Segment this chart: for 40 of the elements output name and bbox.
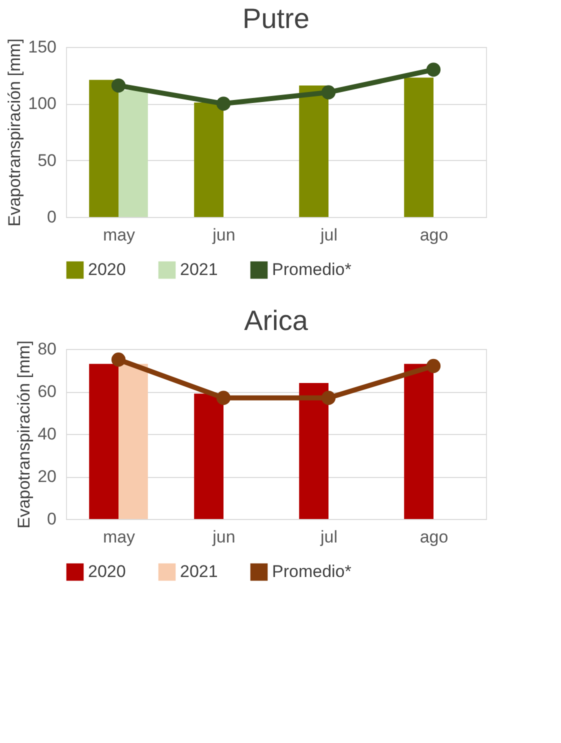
legend-label: 2021 [180,562,218,582]
y-tick-label: 20 [38,467,56,486]
legend-label: Promedio* [272,562,352,582]
point [426,358,441,374]
bar [299,86,328,217]
x-tick-label: jul [319,226,338,244]
point [426,62,441,77]
point [321,85,336,100]
x-tick-label: jul [319,528,338,546]
point [111,352,126,367]
bar [89,80,118,217]
y-axis-title: Evapotranspiración [mm] [14,340,34,529]
y-tick-label: 0 [47,208,56,226]
legend-label: 2020 [88,562,126,582]
y-tick-label: 150 [28,38,56,56]
chart-title: Arica [244,304,308,336]
point [321,390,336,405]
bar [404,78,434,217]
y-axis-title: Evapotranspiración [mm] [5,38,24,227]
x-tick-label: ago [420,528,448,546]
legend-label: 2021 [180,260,218,280]
x-tick-label: may [102,226,136,244]
bar [194,102,224,217]
y-tick-label: 100 [28,94,56,114]
y-tick-label: 0 [47,510,56,528]
x-tick-label: ago [420,226,448,244]
chart-title: Putre [242,2,310,34]
y-tick-label: 60 [38,382,56,401]
legend-label: Promedio* [272,260,352,280]
y-tick-label: 40 [38,424,56,444]
point [111,78,126,93]
y-tick-label: 80 [38,340,56,358]
y-tick-label: 50 [38,150,56,170]
x-tick-label: jun [212,226,236,244]
x-tick-label: may [102,528,136,546]
bar [118,90,148,217]
legend-label: 2020 [88,260,126,280]
point [216,96,231,111]
point [216,390,231,405]
x-tick-label: jun [212,528,236,546]
